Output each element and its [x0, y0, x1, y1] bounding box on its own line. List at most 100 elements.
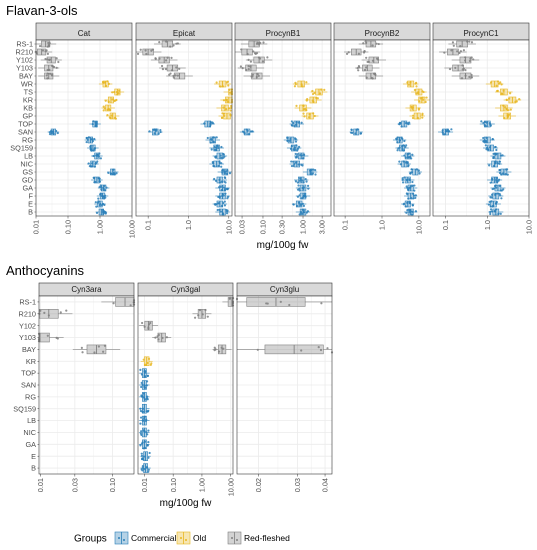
data-point: [470, 73, 473, 77]
data-point: [294, 123, 298, 126]
data-point: [405, 144, 408, 147]
data-point: [399, 163, 402, 166]
x-tick-label: 0.03: [293, 478, 302, 492]
data-point: [298, 179, 302, 182]
data-point: [400, 136, 403, 139]
data-point: [509, 92, 512, 95]
data-point: [402, 149, 405, 152]
data-point: [291, 124, 294, 127]
data-point: [245, 128, 248, 131]
data-point: [373, 72, 376, 75]
data-point: [95, 205, 98, 208]
data-point: [146, 398, 149, 401]
data-point: [459, 45, 462, 48]
data-point: [115, 98, 118, 102]
data-point: [311, 172, 314, 175]
panel-cyn3gal: Cyn3gal 0.01 0.10 1.00 10.00: [137, 282, 235, 496]
data-point: [494, 153, 497, 156]
data-point: [221, 112, 224, 115]
data-point: [295, 155, 298, 158]
legend-key-point: [180, 537, 182, 539]
data-point: [411, 153, 414, 156]
data-point: [144, 398, 147, 401]
data-point: [165, 40, 168, 43]
data-point: [161, 336, 164, 340]
data-point: [443, 51, 446, 54]
data-point: [203, 122, 206, 125]
data-point: [424, 100, 427, 104]
data-point: [218, 181, 221, 184]
data-point: [101, 210, 104, 214]
data-point: [111, 91, 114, 94]
data-point: [245, 68, 248, 71]
data-point: [102, 212, 105, 215]
legend-key-point: [118, 537, 120, 539]
data-point: [257, 74, 260, 78]
data-point: [140, 385, 143, 389]
data-point: [312, 112, 315, 115]
data-point: [301, 186, 304, 190]
data-point: [406, 193, 409, 196]
data-point: [95, 122, 98, 125]
data-point: [48, 58, 51, 62]
data-point: [301, 179, 304, 182]
data-point: [156, 335, 159, 338]
x-tick-label: 0.30: [278, 220, 287, 234]
data-point: [495, 186, 498, 189]
data-point: [225, 81, 228, 84]
data-point: [320, 88, 323, 91]
data-point: [155, 128, 158, 131]
data-point: [147, 456, 150, 459]
data-point: [505, 98, 509, 102]
data-point: [144, 419, 148, 422]
data-point: [326, 347, 329, 350]
data-point: [299, 154, 302, 157]
data-point: [222, 106, 225, 109]
legend-title: Groups: [74, 534, 107, 545]
y-tick-label: LB: [24, 152, 33, 161]
data-point: [485, 136, 488, 139]
data-point: [255, 75, 258, 79]
data-point: [48, 132, 52, 136]
data-point: [222, 347, 225, 350]
data-point: [145, 380, 149, 383]
data-point: [485, 121, 489, 124]
data-point: [220, 346, 223, 349]
data-point: [141, 383, 144, 386]
data-point: [213, 148, 216, 151]
data-point: [222, 152, 225, 156]
data-point: [495, 148, 498, 152]
data-point: [419, 97, 422, 100]
data-point: [406, 153, 409, 156]
data-point: [292, 203, 295, 206]
data-point: [220, 145, 223, 149]
data-point: [212, 162, 215, 165]
data-point: [496, 192, 499, 195]
data-point: [136, 52, 140, 55]
y-tick-label: RS-1: [19, 298, 36, 307]
data-point: [357, 69, 360, 72]
data-point: [494, 162, 497, 165]
data-point: [407, 188, 410, 191]
data-point: [85, 140, 88, 144]
data-point: [495, 208, 498, 211]
data-point: [299, 211, 303, 214]
data-point: [489, 81, 493, 84]
data-point: [480, 120, 483, 123]
data-point: [314, 168, 317, 172]
data-point: [425, 96, 428, 99]
data-point: [215, 136, 218, 139]
data-point: [295, 104, 298, 107]
legend-label-red-fleshed: Red-fleshed: [244, 533, 290, 543]
data-point: [494, 202, 498, 205]
data-point: [482, 140, 486, 143]
data-point: [103, 344, 107, 347]
data-point: [115, 172, 118, 175]
data-point: [464, 74, 467, 77]
data-point: [141, 469, 144, 472]
data-point: [96, 154, 100, 157]
data-point: [146, 444, 149, 447]
data-point: [294, 140, 298, 143]
data-point: [103, 107, 106, 110]
data-point: [293, 125, 296, 128]
